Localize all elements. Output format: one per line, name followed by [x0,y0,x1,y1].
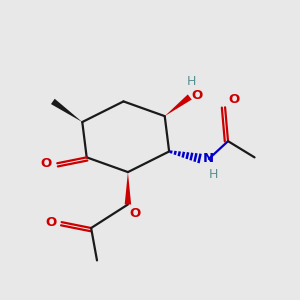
Text: O: O [41,157,52,170]
Text: O: O [129,207,141,220]
Text: O: O [191,89,202,102]
Text: N: N [203,152,214,165]
Polygon shape [125,172,131,205]
Polygon shape [51,99,82,122]
Polygon shape [165,94,192,116]
Text: O: O [45,216,56,229]
Text: O: O [228,93,239,106]
Text: H: H [209,168,218,181]
Text: H: H [187,75,196,88]
